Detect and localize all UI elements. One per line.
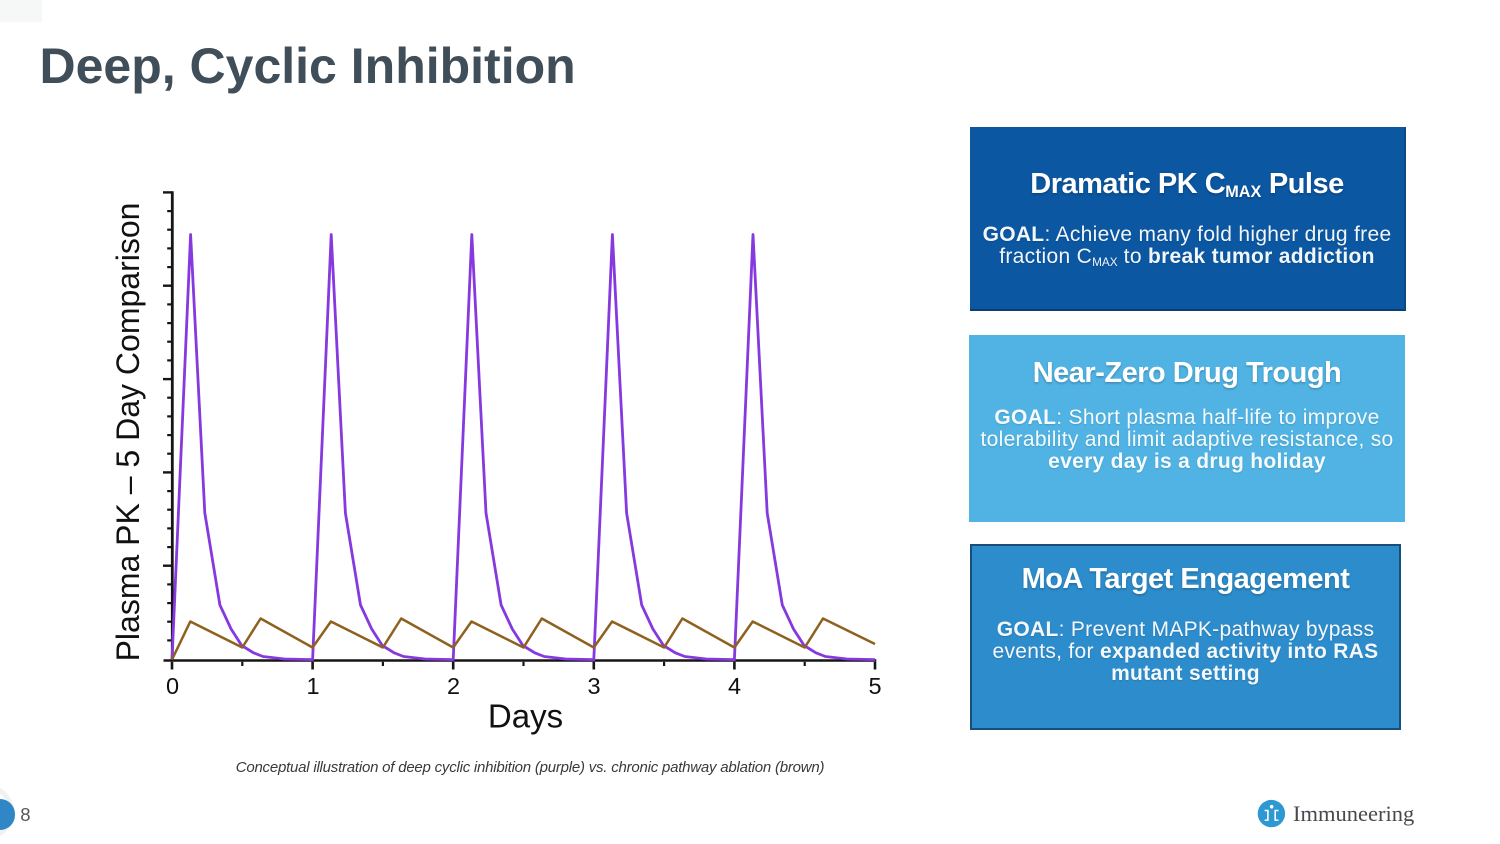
svg-text:1: 1 — [306, 673, 319, 699]
svg-text:Immuneering: Immuneering — [1293, 801, 1414, 826]
svg-text:5: 5 — [868, 673, 881, 699]
svg-text:0: 0 — [166, 673, 179, 699]
svg-text:3: 3 — [587, 673, 600, 699]
svg-text:4: 4 — [728, 673, 741, 699]
svg-text:2: 2 — [447, 673, 460, 699]
svg-text:Conceptual illustration of dee: Conceptual illustration of deep cyclic i… — [236, 759, 825, 776]
svg-text:Plasma PK – 5 Day Comparison: Plasma PK – 5 Day Comparison — [110, 203, 146, 662]
svg-text:Days: Days — [488, 698, 563, 735]
